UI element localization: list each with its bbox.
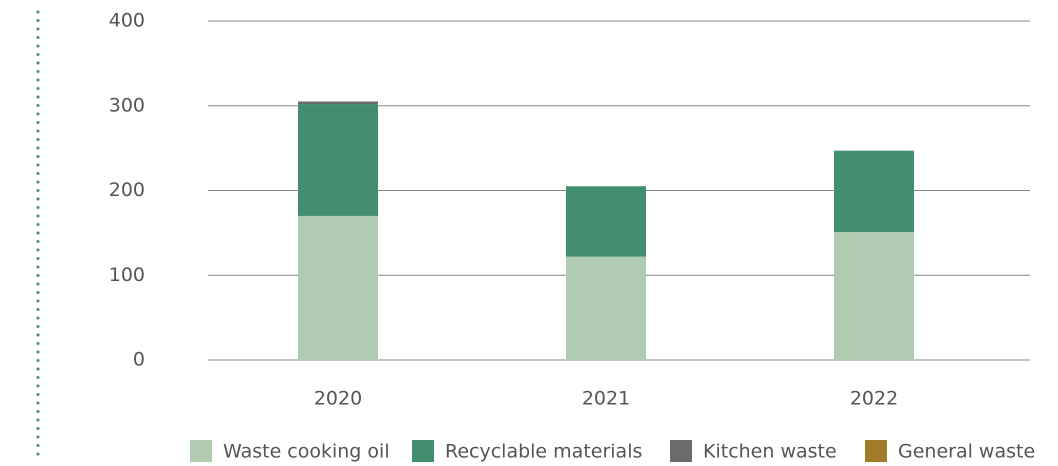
x-tick-label: 2020 xyxy=(314,388,362,410)
x-tick-label: 2022 xyxy=(850,388,898,410)
y-tick-label: 200 xyxy=(109,179,145,201)
y-tick-label: 400 xyxy=(109,10,145,32)
legend-label: General waste xyxy=(898,441,1035,463)
bar-segment xyxy=(298,104,378,216)
legend-swatch xyxy=(190,440,212,462)
legend-swatch xyxy=(412,440,434,462)
y-tick-label: 300 xyxy=(109,94,145,116)
legend-label: Kitchen waste xyxy=(703,441,837,463)
bar-segment xyxy=(566,256,646,360)
legend-label: Waste cooking oil xyxy=(223,441,390,463)
y-tick-label: 0 xyxy=(133,349,145,371)
legend-swatch xyxy=(865,440,887,462)
bar-segment xyxy=(298,215,378,360)
legend-swatch xyxy=(670,440,692,462)
bar-segment xyxy=(834,232,914,360)
bar-segment xyxy=(834,150,914,233)
x-tick-label: 2021 xyxy=(582,388,630,410)
bar-segment xyxy=(298,101,378,105)
y-tick-label: 100 xyxy=(109,264,145,286)
bar-segment xyxy=(566,186,646,257)
legend-label: Recyclable materials xyxy=(445,441,642,463)
